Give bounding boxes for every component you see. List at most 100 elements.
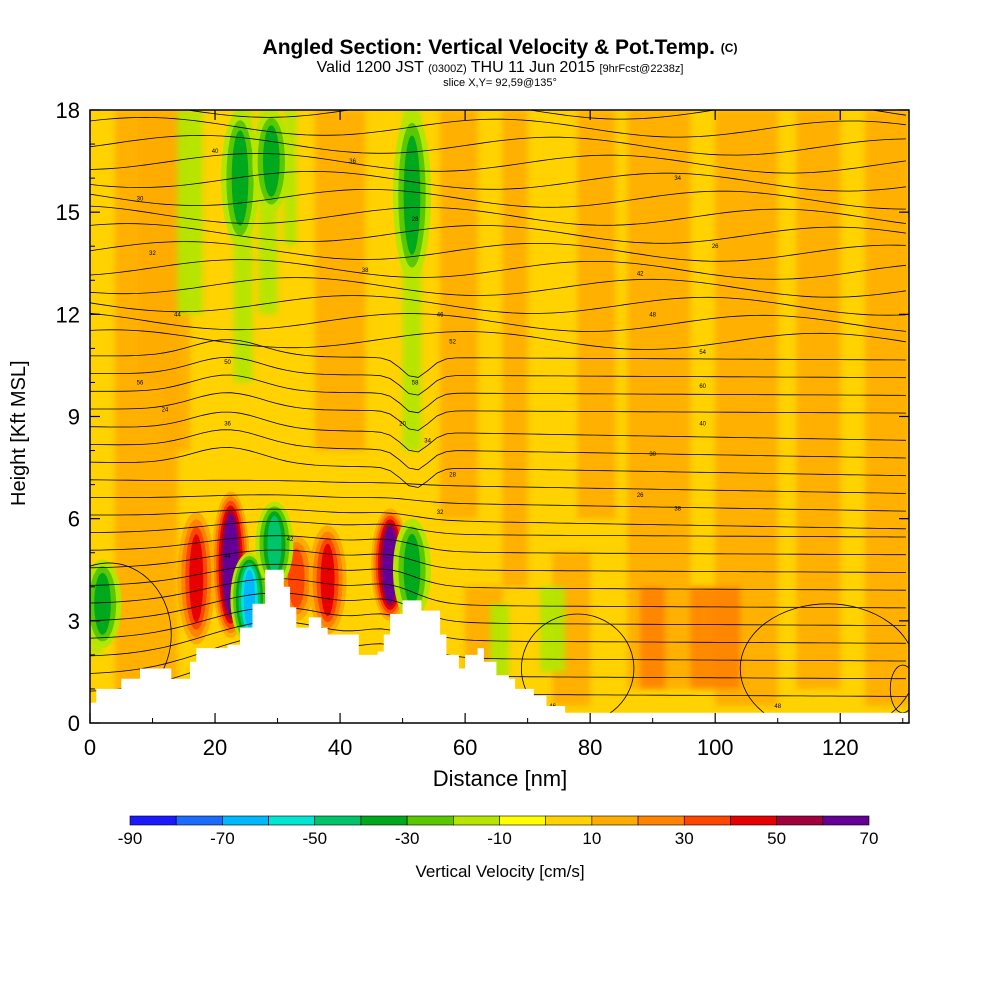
theta-contour-label: 60 (699, 384, 706, 390)
colorbar-swatch (453, 815, 500, 826)
theta-contour (185, 110, 906, 120)
downdraft-core-level (243, 569, 256, 628)
valid-utc: (0300Z) (428, 63, 467, 75)
theta-contour (90, 312, 906, 332)
colorbar-tick-label: -90 (118, 829, 143, 848)
x-tick-label: 60 (453, 735, 477, 760)
theta-contour (90, 205, 906, 226)
theta-contour-label: 24 (162, 408, 169, 414)
downdraft-core-level (94, 572, 111, 635)
theta-contour (90, 521, 906, 538)
theta-contour-label: 32 (149, 251, 156, 257)
theta-contour (90, 329, 906, 350)
valid-date: THU 11 Jun 2015 (470, 59, 595, 76)
updraft-core-level (384, 530, 396, 600)
theta-contour-label: 46 (437, 312, 444, 318)
y-tick-label: 9 (68, 405, 80, 430)
theta-contour (90, 592, 906, 626)
x-tick-label: 20 (203, 735, 227, 760)
theta-contour (90, 241, 906, 262)
slice-label: slice X,Y= 92,59@135° (443, 77, 557, 89)
x-tick-label: 100 (697, 735, 734, 760)
colorbar-swatch (730, 815, 777, 826)
y-tick-label: 0 (68, 711, 80, 736)
y-tick-label: 15 (56, 200, 80, 225)
downdraft-core-level (262, 125, 280, 197)
weak-downdraft-strip (540, 586, 566, 672)
colorbar-tick-label: -30 (395, 829, 420, 848)
theta-contour (90, 563, 906, 591)
colorbar-swatch (268, 815, 316, 826)
colorbar-label: Vertical Velocity [cm/s] (415, 862, 585, 881)
colorbar-swatch (499, 815, 546, 826)
theta-contour (90, 170, 906, 192)
theta-contour-label: 54 (699, 350, 706, 356)
theta-contour-label: 48 (649, 312, 656, 318)
colorbar-swatch (545, 815, 593, 826)
theta-contour (90, 134, 906, 156)
theta-contour (90, 621, 906, 662)
theta-contour (90, 188, 906, 210)
theta-contour-label: 28 (412, 217, 419, 223)
theta-contour (90, 549, 906, 573)
weak-updraft-band (640, 586, 666, 689)
theta-contour-label: 32 (437, 510, 444, 516)
colorbar-swatch (360, 815, 408, 826)
theta-contour (90, 494, 906, 512)
theta-contour-label: 44 (174, 312, 181, 318)
potential-temperature-contours: 40 36 34 30 28 26 32 38 42 44 46 48 50 52 54 56 58 60 24 20… (90, 110, 909, 723)
downdraft-core (255, 501, 294, 587)
theta-contour-label: 34 (424, 438, 431, 444)
theta-contour-label: 58 (412, 380, 419, 386)
colorbar-swatch (776, 815, 824, 826)
y-tick-label: 18 (56, 98, 80, 123)
colorbar-tick-label: 70 (860, 829, 879, 848)
theta-contour (90, 479, 906, 494)
theta-contour-label: 40 (699, 421, 706, 427)
theta-contour (90, 374, 906, 414)
theta-contour-label: 50 (224, 360, 231, 366)
colorbar-tick-label: 10 (582, 829, 601, 848)
theta-contour (90, 447, 906, 488)
downdraft-core-level (403, 533, 421, 606)
theta-contour-label: 44 (224, 554, 231, 560)
y-tick-label: 12 (56, 302, 80, 327)
theta-contour (90, 152, 906, 174)
y-tick-label: 3 (68, 609, 80, 634)
theta-contour (90, 295, 906, 316)
colorbar-swatch (637, 815, 685, 826)
chart-title-main: Angled Section: Vertical Velocity & Pot.… (262, 36, 715, 59)
theta-contour (90, 429, 906, 471)
updraft-core-level (287, 548, 305, 609)
theta-contour (90, 411, 906, 453)
theta-contour-label: 36 (224, 421, 231, 427)
theta-contour-label: 30 (137, 197, 144, 203)
colorbar-swatch (822, 815, 870, 826)
colorbar-tick-label: 30 (675, 829, 694, 848)
theta-contour-label: 48 (774, 704, 781, 710)
theta-contour (90, 606, 906, 644)
chart-title: Angled Section: Vertical Velocity & Pot.… (0, 36, 1000, 60)
theta-contour (90, 223, 906, 244)
theta-contour (90, 578, 906, 609)
theta-contour-label: 40 (212, 149, 219, 155)
theta-contour (90, 535, 906, 556)
colorbar-swatch (591, 815, 639, 826)
theta-contour-label: 34 (674, 176, 681, 182)
theta-contour-label: 20 (399, 421, 406, 427)
terrain-profile (90, 569, 909, 723)
downdraft-core-level (267, 516, 282, 573)
theta-contour-label: 38 (674, 506, 681, 512)
theta-contour-label: 26 (637, 493, 644, 499)
downdraft-core-level (403, 135, 421, 255)
valid-prefix: Valid 1200 JST (316, 59, 424, 76)
theta-closed-contour (889, 664, 909, 714)
colorbar-tick-label: -10 (487, 829, 512, 848)
theta-contour-label: 26 (712, 244, 719, 250)
colorbar-tick-label: 50 (767, 829, 786, 848)
forecast-label: [9hrFcst@2238z] (599, 63, 684, 75)
colorbar-swatch (222, 815, 269, 826)
downdraft-core (230, 552, 269, 645)
